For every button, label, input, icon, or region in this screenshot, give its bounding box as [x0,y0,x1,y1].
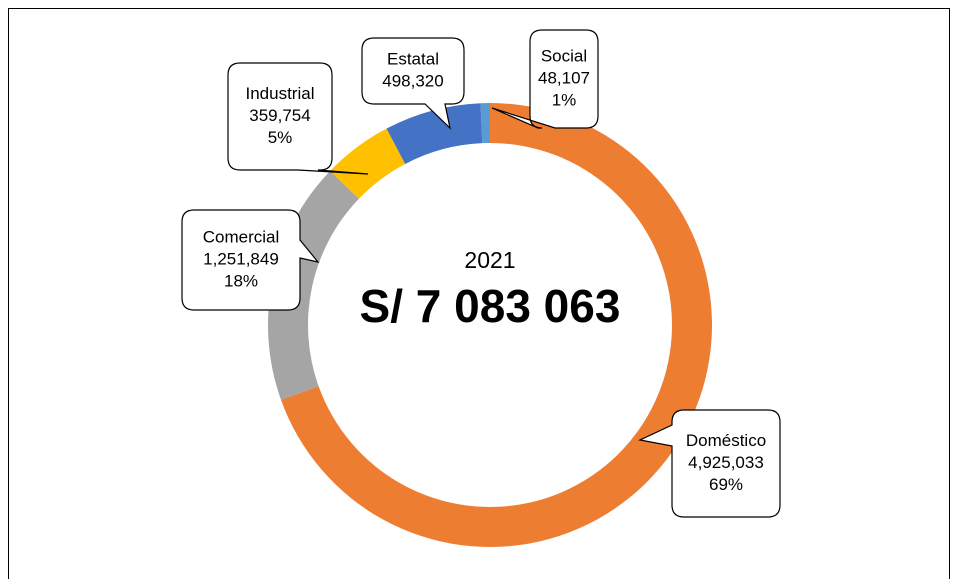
data-label: 4,925,033 [688,453,764,472]
callout-box [638,409,781,518]
data-label: Doméstico [686,431,766,450]
callouts: Doméstico 4,925,033 69% Comercial 1,251,849 1… [181,29,781,518]
donut-slice [480,103,490,144]
data-label: 359,754 [249,106,310,125]
callout-box [227,62,369,175]
total-label: S/ 7 083 063 [360,280,621,332]
data-label: 498,320 [382,71,443,90]
data-label: Comercial [203,227,280,246]
data-label: 1% [552,90,577,109]
data-label: 18% [224,271,258,290]
data-label: 69% [709,475,743,494]
callout-box [181,209,320,311]
data-label: 5% [268,128,293,147]
callout-box [491,29,599,129]
callout-box [361,37,465,130]
center-label: 2021 [464,247,515,273]
data-label: Industrial [246,84,315,103]
data-label: 1,251,849 [203,249,279,268]
donut-slice [330,128,406,199]
data-label: 48,107 [538,68,590,87]
donut-slice [386,103,483,164]
data-label: Estatal [387,49,439,68]
data-label: Social [541,46,587,65]
